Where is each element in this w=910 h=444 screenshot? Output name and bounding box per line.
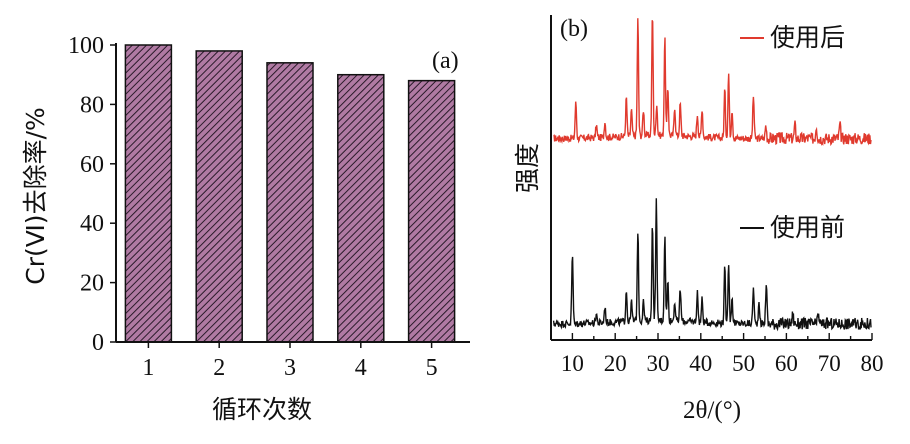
y-tick-label: 80	[80, 92, 104, 118]
x-tick-label: 3	[284, 355, 296, 381]
y-tick-label: 0	[92, 330, 104, 356]
bar-cycle-5	[407, 79, 456, 343]
y-tick-label: 60	[80, 152, 104, 178]
x-tick-label: 60	[775, 351, 798, 376]
bar-cycle-1	[124, 44, 173, 343]
x-tick-labels: 10 20 30 40 50 60 70 80	[561, 351, 884, 376]
x-axis-title: 2θ/(°)	[683, 397, 741, 424]
x-tick-label: 80	[861, 351, 884, 376]
bar-cycle-4	[337, 73, 385, 343]
x-tick-label: 40	[689, 351, 712, 376]
y-tick-label: 40	[80, 211, 104, 237]
bar-cycle-3	[266, 62, 314, 343]
y-tick-label: 100	[68, 33, 104, 59]
x-tick-label: 4	[355, 355, 367, 381]
x-tick-label: 30	[647, 351, 670, 376]
x-tick-label: 2	[213, 355, 225, 381]
panel-b-axes	[550, 15, 873, 341]
x-tick-label: 70	[818, 351, 841, 376]
panel-a-bar-chart: 0 20 40 60 80 100 1 2 3 4 5 (a) 循环次数 Cr(Ⅵ)去除率/%	[21, 33, 470, 424]
y-axis-title: Cr(Ⅵ)去除率/%	[21, 107, 50, 284]
bar-cycle-2	[195, 50, 243, 343]
x-tick-labels: 1 2 3 4 5	[142, 355, 437, 381]
y-tick-label: 20	[80, 271, 104, 297]
y-axis-title: 强度	[513, 143, 542, 193]
x-tick-label: 5	[426, 355, 438, 381]
y-tick-labels: 0 20 40 60 80 100	[68, 33, 104, 356]
xrd-traces	[552, 18, 872, 332]
xrd-trace-after-use	[553, 18, 872, 147]
xrd-trace-before-use	[552, 198, 872, 332]
panel-b-label: (b)	[560, 16, 588, 42]
panel-a-label: (a)	[432, 48, 459, 74]
x-tick-label: 50	[732, 351, 755, 376]
bar-series	[124, 44, 456, 343]
x-tick-label: 1	[142, 355, 154, 381]
x-axis-title: 循环次数	[212, 395, 312, 424]
legend-label: 使用后	[770, 23, 845, 52]
x-tick-label: 20	[604, 351, 627, 376]
legend-label: 使用前	[770, 213, 845, 242]
x-tick-label: 10	[561, 351, 584, 376]
panel-a-axes	[110, 43, 470, 348]
